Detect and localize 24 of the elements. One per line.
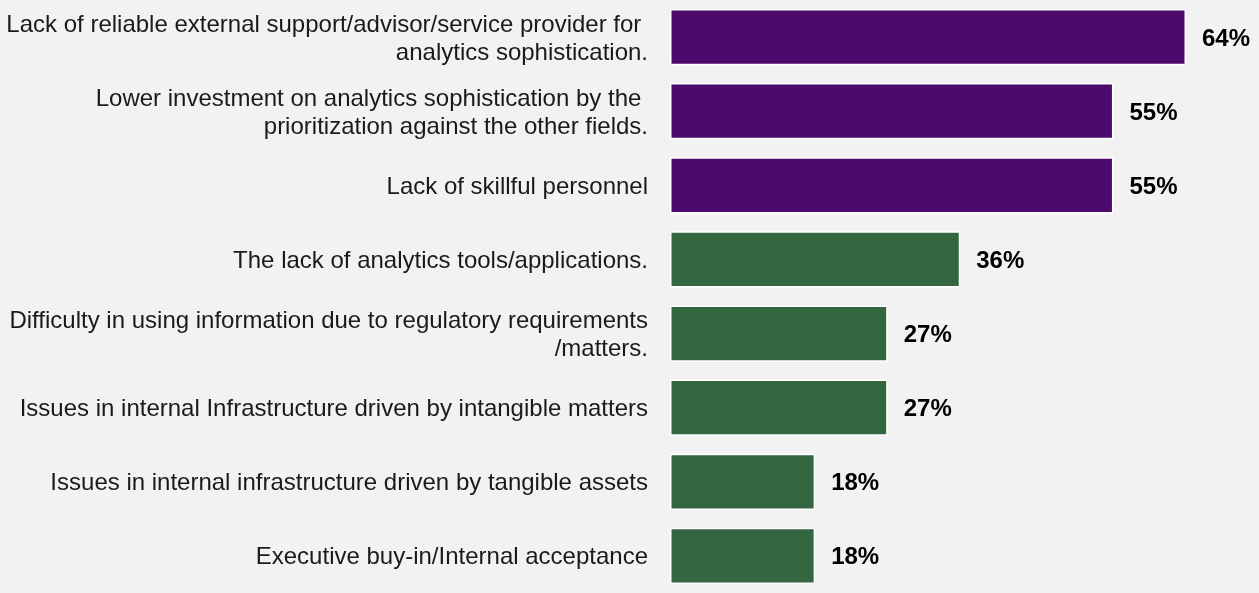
y-tick-label: Issues in internal Infrastructure driven by intangible matters (19, 394, 648, 422)
data-label: 64% (1202, 23, 1251, 51)
y-tick-label: Issues in internal infrastructure driven by tangible assets (50, 468, 648, 496)
data-label: 27% (903, 394, 952, 422)
bar (670, 231, 961, 288)
y-tick-label: The lack of analytics tools/applications. (233, 245, 648, 273)
data-label: 55% (1129, 97, 1178, 125)
bar (670, 305, 888, 362)
y-tick-label: Lack of skillful personnel (386, 171, 648, 199)
data-label: 18% (831, 542, 880, 570)
data-label: 36% (976, 245, 1025, 273)
y-tick-label: Difficulty in using information due to regulatory requirements/matters. (9, 306, 648, 362)
bar (670, 157, 1114, 214)
bar (670, 8, 1186, 66)
data-label: 18% (831, 468, 880, 496)
bar (670, 379, 888, 436)
bar (670, 527, 816, 585)
bar (670, 453, 816, 510)
y-tick-label: Executive buy-in/Internal acceptance (255, 542, 648, 570)
data-label: 55% (1129, 171, 1178, 199)
y-tick-label: Lack of reliable external support/advisor/service provider for analytics sophistication. (6, 9, 648, 65)
bar (670, 83, 1114, 140)
data-label: 27% (903, 320, 952, 348)
y-tick-label: Lower investment on analytics sophistication by the prioritization against the other fields. (95, 83, 648, 139)
